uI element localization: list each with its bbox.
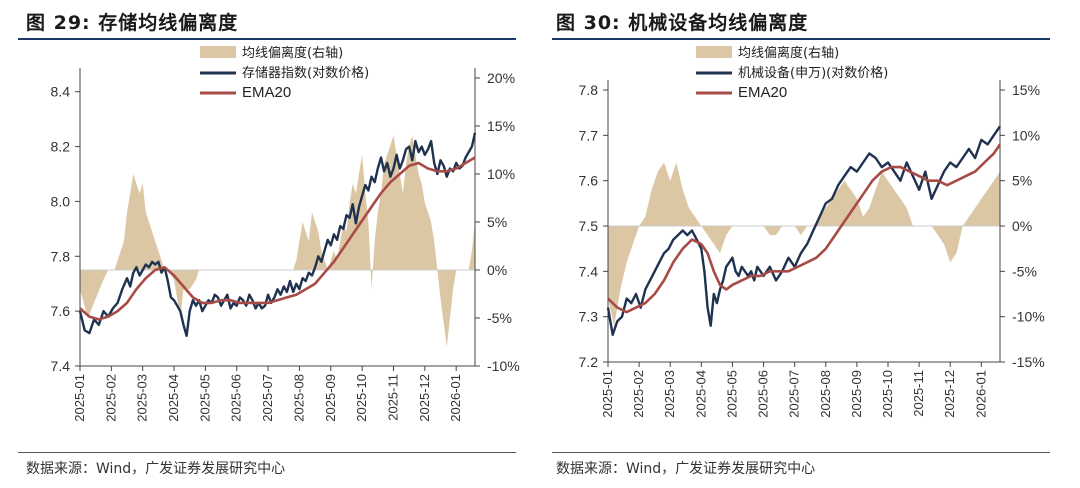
x-tick-label: 2025-12: [942, 370, 957, 418]
y-left-tick-label: 7.5: [579, 218, 599, 234]
legend-swatch-deviation: [696, 46, 732, 58]
y-left-tick-label: 7.7: [579, 127, 599, 143]
data-source: 数据来源：Wind，广发证券发展研究中心: [556, 461, 816, 477]
y-right-tick-label: 10%: [487, 166, 515, 182]
y-left-tick-label: 7.2: [579, 354, 599, 370]
y-left-tick-label: 8.4: [51, 84, 71, 100]
x-tick-label: 2025-05: [197, 374, 212, 422]
series-ema20-line: [607, 143, 1002, 314]
x-tick-label: 2025-02: [103, 374, 118, 422]
y-right-tick-label: -10%: [487, 358, 520, 374]
legend-label: 均线偏离度(右轴): [738, 45, 839, 61]
y-left-tick-label: 7.6: [579, 173, 599, 189]
y-right-tick-label: 15%: [1012, 82, 1040, 98]
x-tick-label: 2025-04: [693, 370, 708, 418]
y-left-tick-label: 7.4: [579, 263, 599, 279]
x-tick-label: 2025-11: [385, 374, 400, 421]
x-tick-label: 2026-01: [448, 374, 463, 422]
figure-title: 图 29: 存储均线偏离度: [26, 12, 239, 34]
x-tick-label: 2025-03: [662, 370, 677, 418]
y-right-tick-label: -15%: [1012, 354, 1045, 370]
series-deviation-area: [80, 135, 475, 347]
chart-panel-machinery: 图 30: 机械设备均线偏离度 7.2 7.3 7.4 7.5 7.6 7.7 7.8 -15…: [540, 0, 1080, 488]
y-right-tick-label: 0%: [1012, 218, 1032, 234]
x-tick-label: 2025-05: [724, 370, 739, 418]
x-tick-label: 2026-01: [973, 370, 988, 418]
series-deviation-area: [608, 162, 1000, 326]
y-right-tick-label: 0%: [487, 262, 507, 278]
y-right-tick-label: 5%: [487, 214, 507, 230]
y-right-tick-label: 10%: [1012, 127, 1040, 143]
y-left-tick-label: 8.0: [51, 193, 71, 209]
figure-title: 图 30: 机械设备均线偏离度: [556, 12, 809, 34]
y-right-tick-label: 15%: [487, 118, 515, 134]
x-tick-label: 2025-10: [354, 374, 369, 422]
x-tick-label: 2025-02: [631, 370, 646, 418]
x-tick-label: 2025-07: [787, 370, 802, 418]
x-tick-label: 2025-01: [72, 374, 87, 422]
legend-label: 均线偏离度(右轴): [242, 45, 343, 61]
y-left-tick-label: 7.6: [51, 303, 71, 319]
series-ema20-line: [79, 156, 476, 321]
x-tick-label: 2025-01: [600, 370, 615, 418]
x-tick-label: 2025-06: [229, 374, 244, 422]
y-right-tick-label: 5%: [1012, 173, 1032, 189]
legend-swatch-deviation: [200, 46, 236, 58]
series-price-line: [606, 125, 1001, 336]
series-price-line: [78, 132, 477, 337]
y-right-tick-label: -10%: [1012, 309, 1045, 325]
x-tick-label: 2025-09: [849, 370, 864, 418]
storage-deviation-chart: 7.4 7.6 7.8 8.0 8.2 8.4 -10% -5% 0% 5% 10% 15% 20% 20…: [51, 45, 520, 422]
y-left-tick-label: 8.2: [51, 139, 71, 155]
x-tick-label: 2025-12: [417, 374, 432, 422]
y-left-tick-label: 7.8: [51, 248, 71, 264]
y-left-tick-label: 7.3: [579, 309, 599, 325]
title-rule: [552, 38, 1050, 40]
y-right-tick-label: 20%: [487, 70, 515, 86]
x-tick-label: 2025-11: [911, 370, 926, 417]
footer-rule: [18, 452, 516, 453]
x-tick-label: 2025-06: [756, 370, 771, 418]
data-source: 数据来源：Wind，广发证券发展研究中心: [26, 461, 286, 477]
legend-label: 机械设备(申万)(对数价格): [738, 65, 888, 81]
legend-label: EMA20: [738, 84, 787, 101]
x-tick-label: 2025-03: [135, 374, 150, 422]
x-tick-label: 2025-04: [166, 374, 181, 422]
x-tick-label: 2025-08: [818, 370, 833, 418]
machinery-deviation-chart: 7.2 7.3 7.4 7.5 7.6 7.7 7.8 -15% -10% -5% 0% 5% 10% 1…: [579, 45, 1045, 418]
x-tick-label: 2025-09: [323, 374, 338, 422]
x-tick-label: 2025-07: [260, 374, 275, 422]
title-rule: [18, 38, 516, 40]
footer-rule: [552, 452, 1050, 453]
y-left-tick-label: 7.4: [51, 358, 71, 374]
chart-panel-storage: 图 29: 存储均线偏离度 7.4 7.6 7.8 8.0 8.2 8.4 -10% -5% 0…: [18, 12, 520, 477]
y-right-tick-label: -5%: [487, 310, 512, 326]
y-right-tick-label: -5%: [1012, 263, 1037, 279]
x-tick-label: 2025-10: [880, 370, 895, 418]
legend-label: 存储器指数(对数价格): [242, 65, 369, 81]
legend-label: EMA20: [242, 84, 291, 101]
y-left-tick-label: 7.8: [579, 82, 599, 98]
x-tick-label: 2025-08: [291, 374, 306, 422]
